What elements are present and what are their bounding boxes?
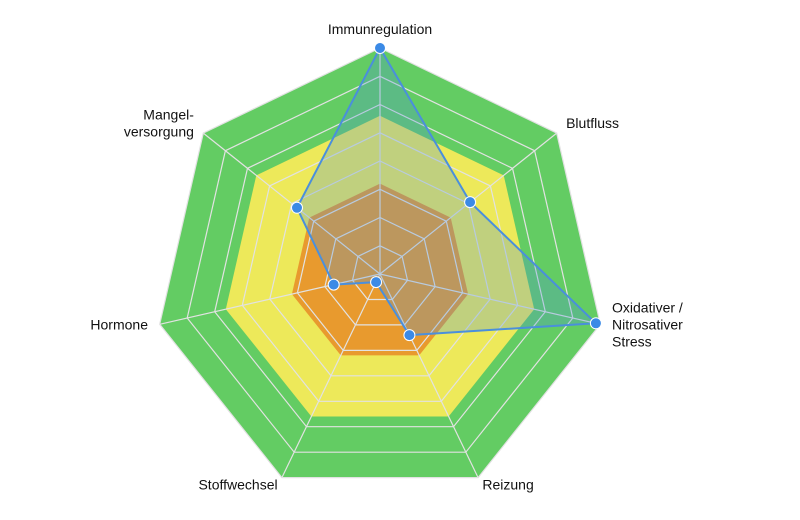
series-0-area [296,47,597,337]
axis-label-6: Mangel-versorgung [124,107,194,140]
grid-ring-5 [241,132,519,402]
axis-labels: Immunregulation Blutfluss Oxidativer / Nitr… [90,21,683,493]
axis-spoke-6 [202,132,381,275]
axis-label-2: Oxidativer / Nitrosativer Stress [612,299,683,349]
axis-spoke-4 [281,273,381,478]
grid-ring-1 [351,245,409,301]
data-series [291,42,602,342]
axis-label-line: Nitrosativer [612,316,683,332]
axis-spoke-5 [159,273,381,325]
axis-label-line: Immunregulation [328,21,432,37]
axis-label-4: Stoffwechsel [198,477,277,493]
data-point-5[interactable] [327,278,340,291]
grid-ring-8 [159,47,601,479]
axis-label-5: Hormone [90,316,148,332]
grid-ring-7 [186,75,574,453]
chart-grid [159,47,601,479]
axis-label-line: versorgung [124,124,194,140]
axis-label-line: Stress [612,333,652,349]
axis-label-line: Blutfluss [566,115,619,131]
data-point-4[interactable] [370,276,383,289]
axis-label-0: Immunregulation [328,21,432,37]
axis-spoke-3 [379,273,479,478]
axis-label-line: Hormone [90,316,148,332]
axis-label-3: Reizung [482,477,533,493]
axis-label-line: Oxidativer / [612,299,683,315]
grid-ring-3 [296,188,464,351]
data-point-3[interactable] [403,329,416,342]
grid-ring-2 [324,216,436,326]
axis-label-1: Blutfluss [566,115,619,131]
axis-label-line: Reizung [482,477,533,493]
axis-spoke-2 [379,273,601,325]
data-point-6[interactable] [291,201,303,214]
axis-label-line: Mangel- [143,107,194,123]
grid-ring-4 [269,160,491,377]
data-point-0[interactable] [374,42,386,54]
axis-label-line: Stoffwechsel [198,477,277,493]
data-point-1[interactable] [464,196,477,209]
grid-ring-6 [214,103,546,428]
data-point-2[interactable] [589,317,602,330]
